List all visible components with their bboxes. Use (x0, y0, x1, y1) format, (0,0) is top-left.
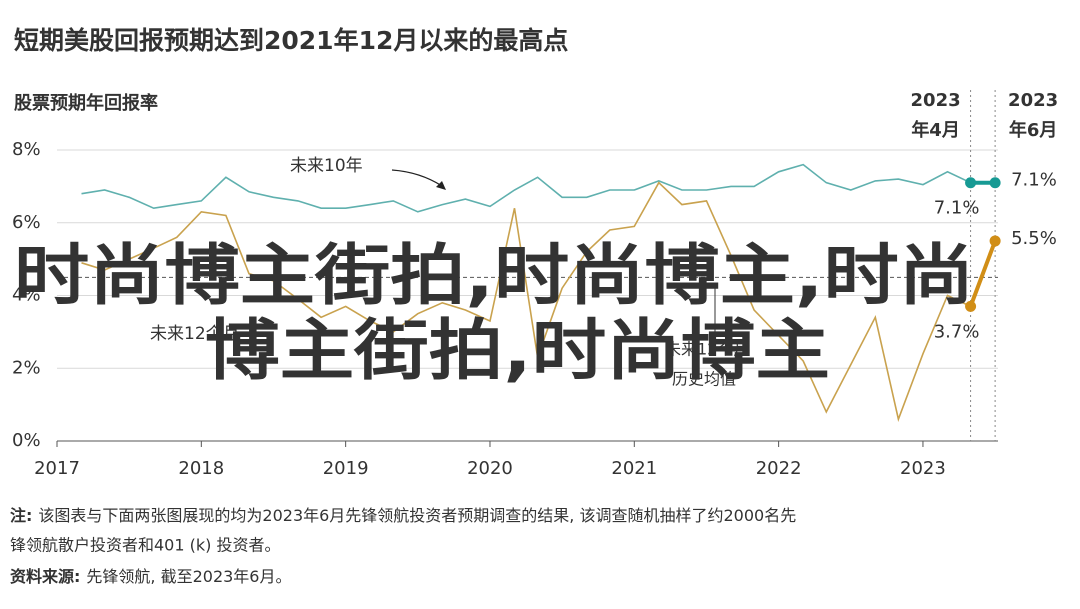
x-tick-label: 2019 (323, 458, 369, 479)
x-tick-label: 2023 (900, 458, 946, 479)
note-text: 该图表与下面两张图展现的均为2023年6月先锋领航投资者预期调查的结果, 该调查… (38, 506, 796, 525)
y-tick-label: 4% (12, 285, 41, 306)
source-prefix: 资料来源: (10, 567, 80, 586)
highlight-segment (968, 240, 997, 308)
highlight-label: 年6月 (1009, 119, 1058, 141)
highlight-point (989, 177, 1001, 189)
x-tick-label: 2020 (467, 458, 513, 479)
y-tick-label: 6% (12, 212, 41, 233)
chart-title: 短期美股回报预期达到2021年12月以来的最高点 (14, 26, 568, 55)
y-tick-label: 8% (12, 139, 41, 160)
series-annotation: 未来12个月 (150, 324, 240, 344)
source-text: 先锋领航, 截至2023年6月。 (86, 567, 291, 586)
reference-label: 未来12个月 (665, 340, 749, 359)
watermark: 时尚博主街拍,时尚博主,时尚 (14, 237, 974, 314)
x-tick-label: 2022 (756, 458, 802, 479)
value-label: 3.7% (934, 321, 980, 342)
annotation-arrow (391, 169, 443, 187)
annotation-arrowhead (436, 181, 446, 190)
note: 锋领航散户投资者和401 (k) 投资者。 (10, 536, 280, 555)
value-label: 7.1% (1011, 170, 1057, 191)
series-annotation: 未来10年 (290, 156, 363, 176)
note-prefix: 注: (10, 506, 32, 525)
value-label: 5.5% (1011, 228, 1057, 249)
y-tick-label: 0% (12, 430, 41, 451)
reference-label: 历史均值 (672, 370, 736, 389)
source: 资料来源: 先锋领航, 截至2023年6月。 (10, 567, 291, 586)
highlight-point (989, 235, 1001, 247)
highlight-label: 年4月 (911, 119, 960, 141)
highlight-label: 2023 (1008, 90, 1058, 111)
chart-subtitle: 股票预期年回报率 (13, 92, 158, 114)
y-tick-label: 2% (12, 357, 41, 378)
value-label: 7.1% (934, 198, 980, 219)
highlight-point (965, 177, 977, 189)
highlight-label: 2023 (911, 90, 961, 111)
series-line (81, 181, 996, 422)
x-tick-label: 2017 (34, 458, 80, 479)
series-line (81, 163, 996, 213)
watermark: 博主街拍,时尚博主 (205, 312, 830, 389)
x-tick-label: 2018 (178, 458, 224, 479)
x-tick-label: 2021 (611, 458, 657, 479)
highlight-point (965, 300, 977, 312)
note: 注: 该图表与下面两张图展现的均为2023年6月先锋领航投资者预期调查的结果, 该… (10, 506, 796, 525)
